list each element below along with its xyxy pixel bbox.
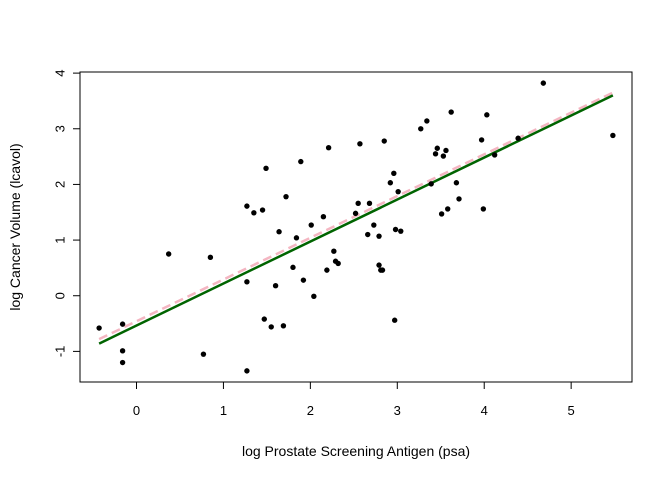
data-point bbox=[320, 214, 327, 220]
data-point bbox=[365, 231, 371, 238]
data-point bbox=[453, 180, 460, 186]
data-point bbox=[484, 112, 490, 118]
y-axis: -1 0 1 2 3 4 bbox=[53, 69, 81, 357]
data-point bbox=[300, 277, 307, 283]
x-tick-label: 3 bbox=[394, 403, 401, 418]
x-tick-label: 5 bbox=[568, 403, 575, 418]
data-point bbox=[371, 222, 377, 228]
plot-area-frame bbox=[79, 71, 633, 383]
data-point bbox=[480, 206, 487, 212]
data-point bbox=[432, 151, 439, 157]
data-point bbox=[395, 188, 401, 195]
y-tick-label: 3 bbox=[53, 125, 68, 132]
data-point bbox=[448, 109, 454, 115]
data-point bbox=[283, 193, 289, 200]
data-point bbox=[263, 165, 269, 171]
y-tick-label: 1 bbox=[53, 236, 68, 243]
data-point bbox=[418, 126, 424, 132]
data-point bbox=[298, 158, 304, 165]
data-point bbox=[357, 141, 363, 147]
data-point bbox=[244, 279, 250, 285]
y-tick-label: -1 bbox=[53, 346, 68, 358]
data-point bbox=[443, 147, 449, 154]
solid-fit-line bbox=[98, 94, 614, 345]
data-point bbox=[119, 348, 126, 354]
data-point bbox=[324, 267, 330, 273]
x-tick-label: 4 bbox=[481, 403, 488, 418]
x-tick-label: 1 bbox=[220, 403, 227, 418]
data-point bbox=[251, 210, 257, 216]
data-point bbox=[268, 324, 274, 330]
y-tick-label: 0 bbox=[53, 292, 68, 299]
data-point bbox=[434, 145, 440, 151]
x-tick-label: 2 bbox=[307, 403, 314, 418]
data-point bbox=[325, 144, 332, 151]
y-tick-label: 4 bbox=[53, 69, 68, 76]
data-point bbox=[366, 200, 373, 207]
data-point bbox=[391, 170, 397, 176]
data-point bbox=[261, 316, 267, 322]
data-point bbox=[165, 251, 172, 257]
data-point bbox=[119, 321, 126, 327]
data-point bbox=[387, 180, 394, 186]
data-point bbox=[379, 267, 386, 273]
data-point bbox=[456, 196, 462, 202]
x-tick-label: 0 bbox=[133, 403, 140, 418]
data-point bbox=[308, 222, 314, 228]
data-point bbox=[244, 368, 250, 374]
data-point bbox=[391, 317, 398, 323]
data-point bbox=[272, 283, 279, 289]
data-point bbox=[445, 206, 451, 212]
data-point bbox=[259, 207, 266, 213]
data-point bbox=[335, 260, 341, 267]
data-point bbox=[398, 228, 404, 234]
data-point bbox=[207, 254, 214, 261]
data-point bbox=[491, 152, 498, 158]
data-point bbox=[96, 325, 102, 331]
x-axis: 0 1 2 3 4 5 bbox=[133, 381, 575, 418]
data-point bbox=[440, 153, 447, 159]
data-point bbox=[280, 323, 287, 329]
data-point bbox=[290, 264, 296, 271]
data-point bbox=[352, 210, 359, 217]
y-axis-label: log Cancer Volume (lcavol) bbox=[7, 143, 23, 310]
data-point bbox=[311, 293, 317, 299]
data-point bbox=[392, 226, 399, 233]
x-axis-label: log Prostate Screening Antigen (psa) bbox=[242, 443, 470, 459]
data-point bbox=[200, 351, 207, 357]
data-point bbox=[376, 233, 382, 239]
data-point bbox=[424, 118, 430, 124]
data-point bbox=[515, 135, 521, 141]
data-point bbox=[610, 132, 616, 139]
data-point bbox=[376, 262, 382, 268]
data-point bbox=[438, 211, 445, 217]
data-point bbox=[540, 80, 547, 86]
data-point bbox=[428, 181, 434, 187]
data-point bbox=[355, 200, 361, 207]
data-point bbox=[293, 235, 300, 241]
data-point bbox=[244, 203, 250, 209]
data-point bbox=[276, 229, 282, 235]
data-point bbox=[331, 248, 337, 254]
data-point bbox=[381, 138, 387, 144]
data-point bbox=[478, 137, 485, 143]
data-point bbox=[119, 359, 126, 366]
series-layer bbox=[96, 80, 616, 374]
y-tick-label: 2 bbox=[53, 181, 68, 188]
